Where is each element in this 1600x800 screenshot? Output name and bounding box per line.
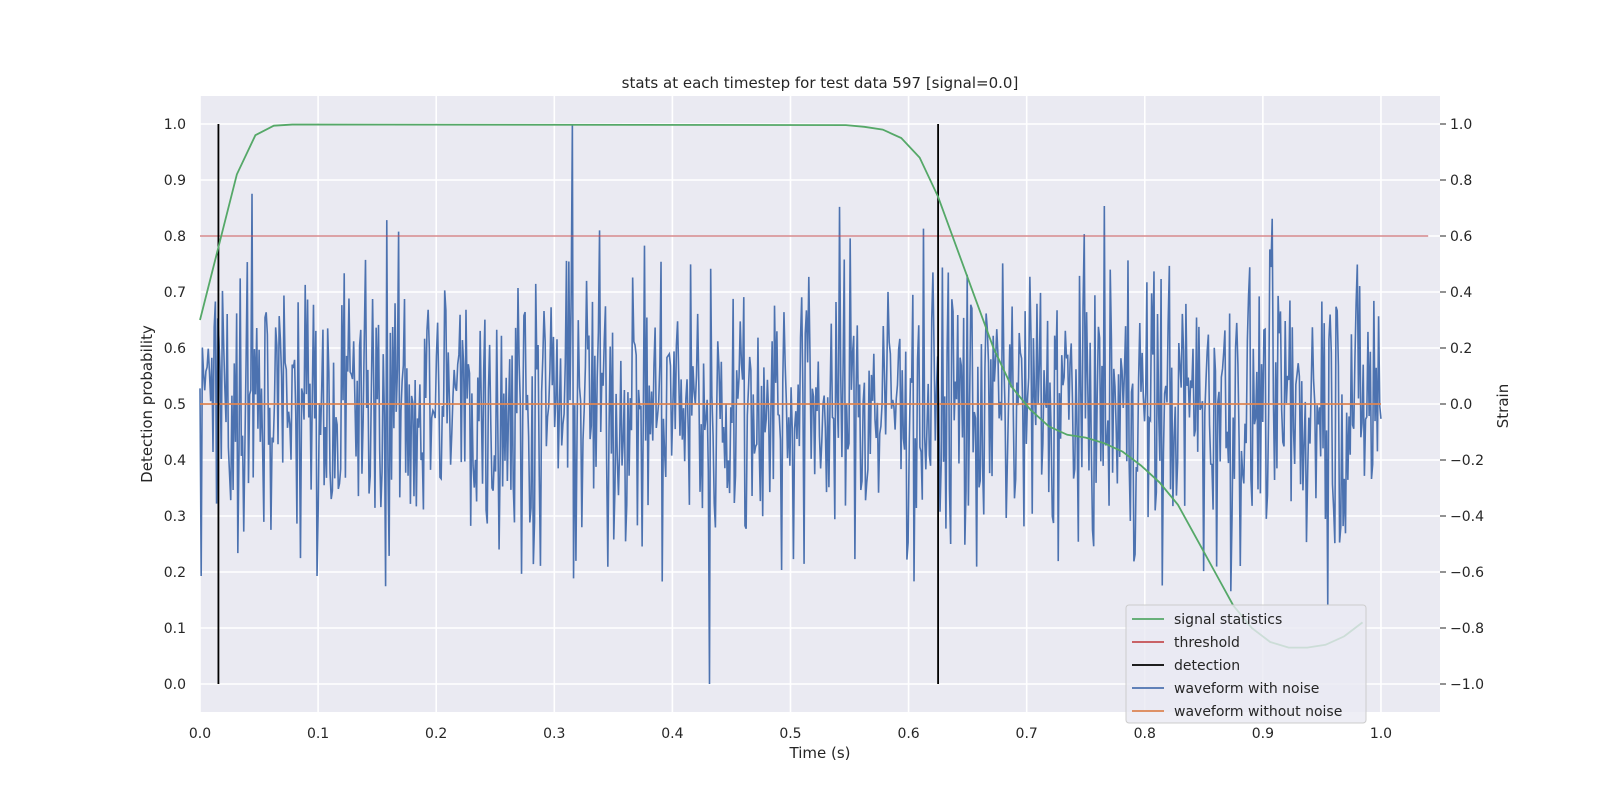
y2-axis-ticks: −1.0 −0.8 −0.6 −0.4 −0.2 0.0 0.2 0.4 0.6 0.8 1.0 — [1440, 117, 1484, 693]
y-tick-label: 0.1 — [164, 621, 186, 637]
x-axis-ticks: 0.0 0.1 0.2 0.3 0.4 0.5 0.6 0.7 0.8 0.9 1.0 — [189, 726, 1392, 742]
y2-tick-label: −1.0 — [1450, 677, 1484, 693]
x-tick-label: 0.3 — [543, 726, 565, 742]
y2-tick-label: −0.2 — [1450, 453, 1484, 469]
legend-label: waveform without noise — [1174, 704, 1342, 720]
x-tick-label: 0.9 — [1252, 726, 1274, 742]
y2-tick-label: −0.6 — [1450, 565, 1484, 581]
x-axis-label: Time (s) — [789, 744, 851, 762]
y2-tick-label: 0.6 — [1450, 229, 1472, 245]
legend-box — [1125, 604, 1367, 724]
y2-tick-label: −0.4 — [1450, 509, 1484, 525]
chart-title: stats at each timestep for test data 597… — [622, 74, 1019, 92]
x-tick-label: 0.1 — [307, 726, 329, 742]
x-tick-label: 0.0 — [189, 726, 211, 742]
legend-label: threshold — [1174, 635, 1240, 651]
x-tick-label: 0.8 — [1134, 726, 1156, 742]
legend-label: waveform with noise — [1174, 681, 1319, 697]
legend-label: detection — [1174, 658, 1240, 674]
y-tick-label: 0.0 — [164, 677, 186, 693]
x-tick-label: 1.0 — [1370, 726, 1392, 742]
y-tick-label: 1.0 — [164, 117, 186, 133]
x-tick-label: 0.6 — [897, 726, 919, 742]
y-tick-label: 0.3 — [164, 509, 186, 525]
y-axis-ticks: 0.0 0.1 0.2 0.3 0.4 0.5 0.6 0.7 0.8 0.9 1.0 — [164, 117, 186, 693]
y2-tick-label: −0.8 — [1450, 621, 1484, 637]
legend-label: signal statistics — [1174, 612, 1282, 628]
y-tick-label: 0.8 — [164, 229, 186, 245]
y2-tick-label: 0.8 — [1450, 173, 1472, 189]
x-tick-label: 0.7 — [1016, 726, 1038, 742]
y2-tick-label: 0.0 — [1450, 397, 1472, 413]
series-waveform-with-noise — [199, 123, 1382, 685]
y-axis-label: Detection probability — [138, 325, 156, 483]
x-tick-label: 0.2 — [425, 726, 447, 742]
legend: signal statistics threshold detection wavef… — [1125, 604, 1367, 724]
y-tick-label: 0.2 — [164, 565, 186, 581]
x-tick-label: 0.5 — [779, 726, 801, 742]
y2-axis-label: Strain — [1494, 384, 1512, 428]
y-tick-label: 0.9 — [164, 173, 186, 189]
y-tick-label: 0.7 — [164, 285, 186, 301]
y-tick-label: 0.4 — [164, 453, 186, 469]
series-layer — [199, 123, 1429, 685]
y2-tick-label: 0.2 — [1450, 341, 1472, 357]
y2-tick-label: 0.4 — [1450, 285, 1472, 301]
y-tick-label: 0.5 — [164, 397, 186, 413]
x-tick-label: 0.4 — [661, 726, 683, 742]
y-tick-label: 0.6 — [164, 341, 186, 357]
y2-tick-label: 1.0 — [1450, 117, 1472, 133]
